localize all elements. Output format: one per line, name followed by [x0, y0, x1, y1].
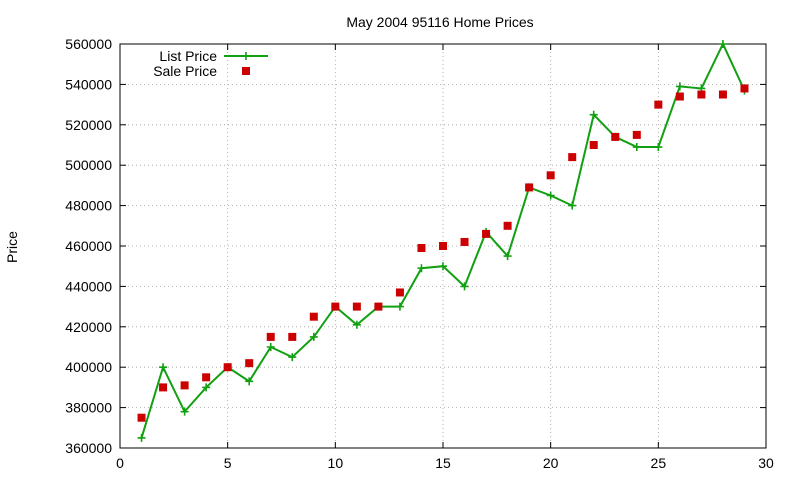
y-tick-label: 520000: [65, 117, 112, 133]
sale-price-point: [374, 302, 383, 311]
sale-price-point: [159, 383, 168, 392]
x-tick-label: 15: [435, 455, 451, 471]
list-price-point: [245, 377, 254, 386]
list-price-point: [137, 433, 146, 442]
sale-price-point: [740, 84, 749, 93]
y-tick-label: 480000: [65, 198, 112, 214]
sale-price-point: [223, 363, 232, 372]
sale-price-point: [309, 312, 318, 321]
sale-price-point: [632, 130, 641, 139]
sale-price-point: [654, 100, 663, 109]
list-price-point: [568, 201, 577, 210]
legend-label-sale-price: Sale Price: [153, 63, 217, 79]
grid-layer: [120, 44, 766, 448]
x-tick-label: 0: [116, 455, 124, 471]
list-price-point: [288, 353, 297, 362]
sale-price-point: [568, 153, 577, 162]
y-tick-label: 420000: [65, 319, 112, 335]
sale-price-point: [589, 141, 598, 149]
sale-price-point: [546, 171, 555, 180]
list-price-point: [654, 143, 663, 152]
list-price-point: [352, 320, 361, 329]
list-price-point: [309, 332, 318, 341]
sale-price-point: [718, 90, 727, 99]
x-tick-label: 30: [758, 455, 774, 471]
y-axis-label: Price: [4, 231, 20, 263]
list-price-point: [395, 302, 404, 311]
x-tick-label: 25: [651, 455, 667, 471]
list-price-point: [503, 252, 512, 261]
sale-price-point: [417, 244, 426, 253]
y-tick-label: 400000: [65, 359, 112, 375]
chart-title: May 2004 95116 Home Prices: [346, 14, 533, 30]
list-price-point: [546, 191, 555, 200]
list-price-point: [632, 143, 641, 152]
legend-label-list-price: List Price: [159, 48, 217, 64]
sale-price-point: [439, 242, 447, 250]
list-price-point: [718, 40, 727, 48]
x-tick-label: 10: [328, 455, 344, 471]
sale-price-point: [460, 237, 469, 246]
sale-price-point: [395, 288, 404, 297]
sale-price-point: [352, 302, 361, 311]
y-tick-label: 540000: [65, 76, 112, 92]
y-tick-label: 380000: [65, 400, 112, 416]
list-price-point: [417, 264, 426, 273]
list-price-point: [460, 282, 469, 291]
sale-price-point: [245, 359, 254, 368]
y-tick-label: 500000: [65, 157, 112, 173]
sale-price-point: [611, 132, 620, 141]
legend: List Price Sale Price: [153, 48, 268, 79]
sale-price-point: [137, 413, 146, 422]
x-tick-label: 20: [543, 455, 559, 471]
y-tick-label: 440000: [65, 278, 112, 294]
list-price-point: [589, 110, 598, 119]
y-tick-label: 560000: [65, 36, 112, 52]
sale-price-point: [331, 302, 340, 311]
list-price-point: [159, 363, 168, 372]
legend-marker-sale-price: [242, 67, 250, 75]
sale-price-point: [266, 332, 275, 341]
list-price-point: [675, 82, 684, 91]
y-tick-label: 360000: [65, 440, 112, 456]
axes-layer: 0 5 10 15 20 25 30 360000 380000 400000 420000 4400…: [65, 36, 774, 471]
series-layer: [137, 40, 749, 442]
list-price-point: [202, 383, 211, 392]
sale-price-point: [288, 332, 297, 341]
sale-price-point: [525, 183, 534, 192]
list-price-point: [180, 407, 189, 416]
list-price-point: [439, 262, 447, 271]
sale-price-point: [697, 90, 706, 99]
sale-price-point: [675, 92, 684, 101]
sale-price-point: [503, 221, 512, 230]
x-tick-label: 5: [224, 455, 232, 471]
sale-price-point: [482, 229, 491, 238]
sale-price-point: [180, 381, 189, 390]
list-price-point: [266, 343, 275, 351]
sale-price-point: [202, 373, 211, 382]
y-tick-label: 460000: [65, 238, 112, 254]
legend-marker-list-price: [242, 52, 250, 60]
